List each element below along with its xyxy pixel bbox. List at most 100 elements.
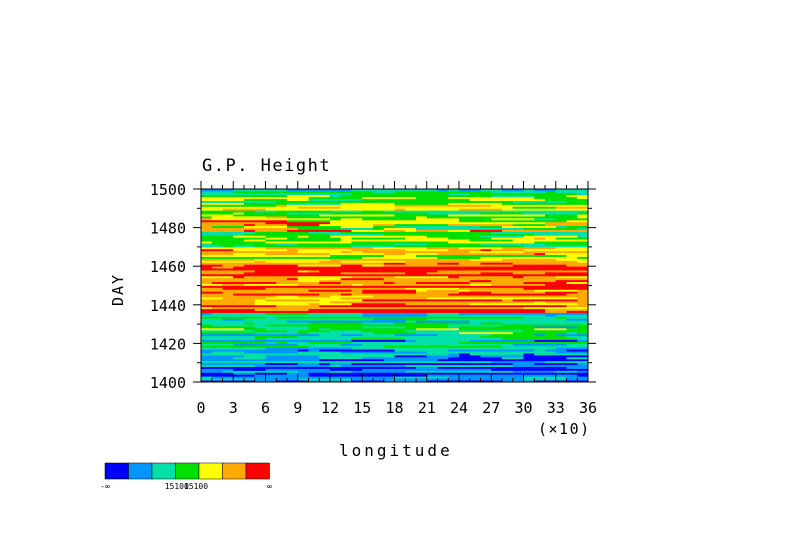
heatmap-cell [265,324,320,327]
heatmap-cell [330,285,374,288]
heatmap-cell [566,341,589,344]
heatmap-cell [222,244,234,248]
heatmap-cell [330,372,385,375]
heatmap-cell [405,252,438,256]
heatmap-cell [201,204,245,207]
heatmap-cell [523,250,578,254]
heatmap-cell [448,304,481,308]
heatmap-cell [383,235,428,238]
heatmap-cell [297,337,342,340]
heatmap-cell [287,297,342,300]
heatmap-cell [233,212,245,215]
heatmap-cell [201,304,223,308]
heatmap-cell [244,202,288,205]
heatmap-cell [394,293,449,296]
heatmap-cell [351,341,385,344]
heatmap-cell [319,260,342,263]
heatmap-cell [448,190,492,194]
heatmap-cell [416,268,438,271]
heatmap-cell [502,285,557,288]
heatmap-cell [308,329,331,333]
heatmap-cell [265,306,320,310]
heatmap-cell [512,339,535,342]
heatmap-cell [480,343,514,346]
heatmap-cell [437,341,460,344]
heatmap-cell [437,189,449,192]
heatmap-cell [351,227,374,230]
heatmap-cell [469,339,514,342]
heatmap-cell [502,264,514,267]
heatmap-cell [405,339,417,342]
heatmap-cell [340,250,352,254]
heatmap-cell [319,316,374,319]
heatmap-cell [448,349,460,352]
heatmap-cell [459,200,514,203]
heatmap-cell [340,202,395,205]
heatmap-cell [555,258,589,261]
heatmap-cell [523,277,578,281]
heatmap-cell [362,291,417,294]
heatmap-cell [480,349,535,352]
heatmap-cell [555,353,589,356]
heatmap-cell [523,372,578,375]
heatmap-cell [534,217,557,221]
heatmap-cell [555,287,567,290]
heatmap-cell [362,256,406,259]
heatmap-cell [297,246,342,250]
heatmap-cell [512,189,524,192]
heatmap-cell [362,314,406,317]
heatmap-cell [448,248,481,252]
heatmap-cell [555,316,567,319]
heatmap-cell [254,244,299,248]
heatmap-cell [362,289,417,292]
heatmap-cell [534,327,567,331]
heatmap-cell [201,297,223,300]
heatmap-cell [373,190,395,194]
heatmap-cell [512,337,557,340]
heatmap-cell [265,333,320,337]
heatmap-cell [265,287,299,290]
heatmap-cell [201,266,213,269]
heatmap-cell [201,335,213,339]
heatmap-cell [491,252,535,256]
heatmap-cell [491,360,546,364]
heatmap-cell [437,360,492,364]
heatmap-cell [233,244,256,248]
heatmap-cell [534,380,589,383]
heatmap-cell [254,370,299,373]
heatmap-cell [555,295,589,298]
heatmap-cell [308,376,331,379]
heatmap-cell [201,264,223,267]
heatmap-cell [459,312,514,315]
heatmap-cell [287,360,320,364]
heatmap-cell [480,271,514,275]
heatmap-cell [480,310,503,313]
heatmap-cell [319,208,342,211]
heatmap-cell [297,235,309,238]
heatmap-cell [265,354,320,358]
heatmap-cell [523,316,546,319]
heatmap-cell [265,341,277,344]
heatmap-cell [330,190,352,194]
heatmap-cell [244,190,299,194]
heatmap-cell [201,314,213,317]
heatmap-cell [244,246,266,250]
heatmap-cell [577,256,589,259]
heatmap-cell [566,327,589,331]
heatmap-cell [297,200,320,203]
heatmap-cell [416,217,460,221]
y-tick-label: 1500 [150,181,186,199]
heatmap-cell [362,250,406,254]
heatmap-cell [555,217,589,221]
heatmap-cell [351,360,395,364]
heatmap-cell [480,341,492,344]
heatmap-cell [448,273,492,277]
heatmap-cell [469,281,524,284]
heatmap-cell [480,256,524,259]
heatmap-cell [373,378,428,381]
heatmap-cell [512,273,535,277]
heatmap-cell [448,297,460,300]
heatmap-cell [405,329,460,333]
heatmap-cell [362,368,385,371]
heatmap-cell [319,299,342,302]
